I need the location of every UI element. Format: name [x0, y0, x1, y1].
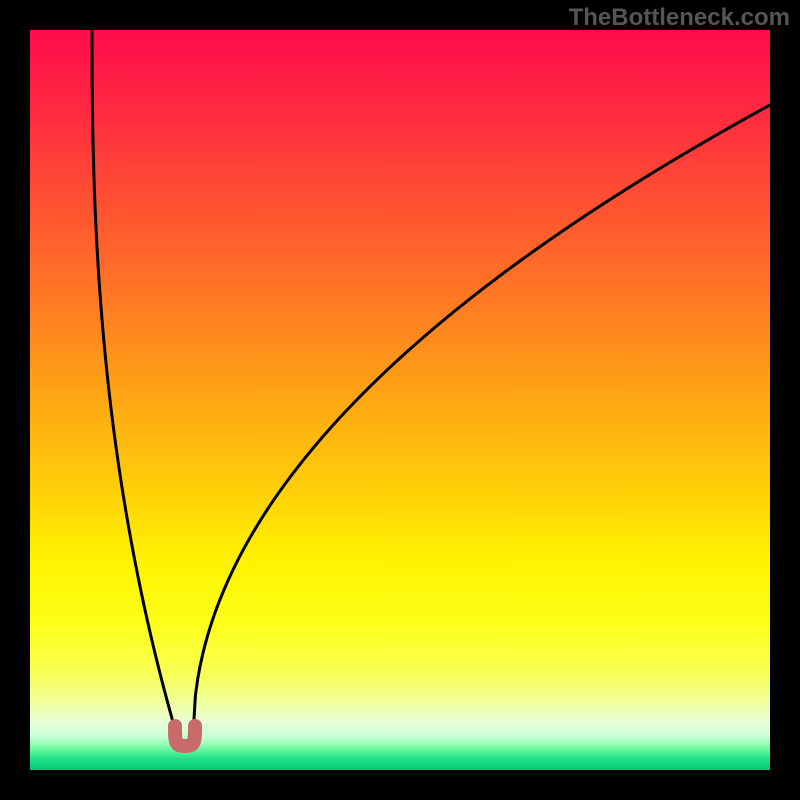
curve-right-branch [193, 105, 770, 736]
minimum-marker [175, 726, 195, 746]
curve-left-branch [92, 30, 177, 736]
plot-area [30, 30, 770, 770]
curves-layer [30, 30, 770, 770]
chart-container: TheBottleneck.com [0, 0, 800, 800]
watermark-text: TheBottleneck.com [569, 4, 790, 32]
